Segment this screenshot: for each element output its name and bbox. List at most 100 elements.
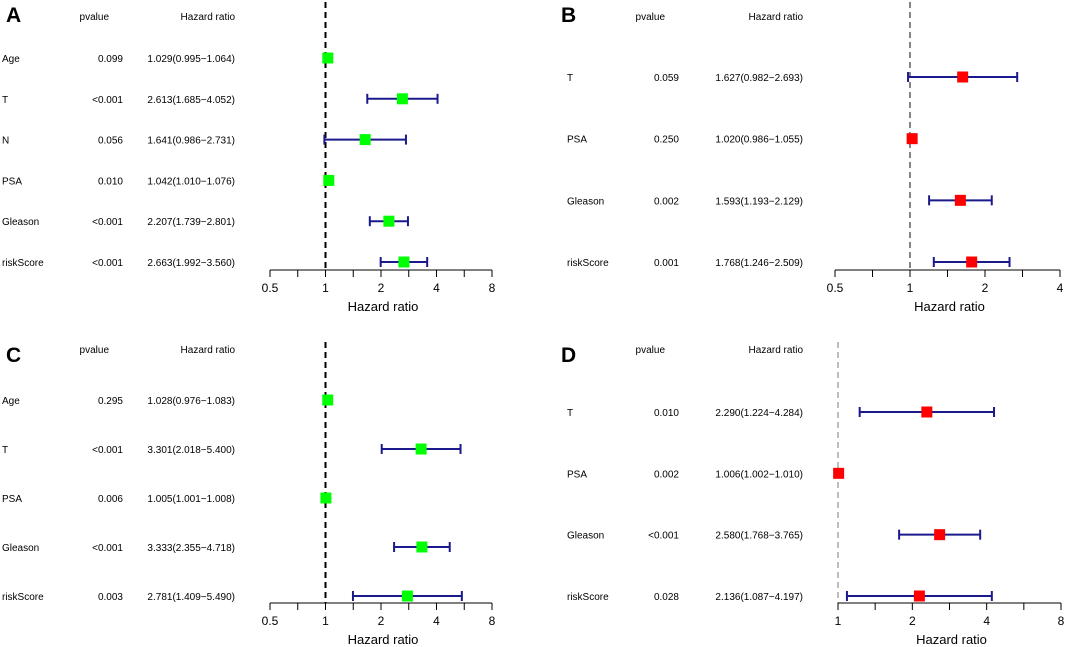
x-axis-label: Hazard ratio [916, 632, 987, 647]
variable-label: Gleason [2, 543, 39, 554]
hazard-ratio-marker [913, 590, 925, 602]
pvalue-cell: <0.001 [92, 258, 123, 269]
pvalue-cell: 0.001 [654, 258, 679, 269]
x-tick-label: 4 [433, 281, 440, 295]
hazard-ratio-marker [398, 256, 410, 268]
hazard-ratio-marker [957, 71, 969, 83]
variable-label: T [567, 73, 573, 84]
pvalue-cell: 0.002 [654, 469, 679, 480]
pvalue-cell: 0.006 [98, 494, 123, 505]
panel-label: C [6, 344, 21, 367]
x-axis-label: Hazard ratio [348, 632, 419, 647]
hazard-ratio-marker [323, 174, 335, 186]
hazard-ratio-marker [416, 541, 428, 553]
variable-label: riskScore [567, 258, 609, 269]
variable-label: PSA [567, 135, 587, 146]
hazard-ratio-marker [383, 215, 395, 227]
pvalue-cell: 0.099 [98, 54, 123, 65]
pvalue-cell: <0.001 [92, 95, 123, 106]
pvalue-header: pvalue [80, 12, 110, 23]
hazard-ratio-marker [401, 590, 413, 602]
variable-label: T [2, 445, 8, 456]
hazard-ratio-cell: 2.136(1.087−4.197) [715, 592, 803, 603]
variable-label: N [2, 136, 9, 147]
hazard-ratio-cell: 1.042(1.010−1.076) [147, 176, 235, 187]
hazard-ratio-cell: 2.580(1.768−3.765) [715, 531, 803, 542]
variable-label: riskScore [567, 592, 609, 603]
x-tick-label: 1 [907, 281, 914, 295]
hazard-ratio-cell: 1.028(0.976−1.083) [147, 396, 235, 407]
panel-label: B [561, 4, 576, 27]
hazard-ratio-marker [934, 529, 946, 541]
hazard-ratio-header: Hazard ratio [181, 345, 236, 356]
hazard-ratio-marker [320, 492, 332, 504]
x-tick-label: 8 [489, 281, 496, 295]
hazard-ratio-marker [322, 52, 334, 64]
hazard-ratio-cell: 1.006(1.002−1.010) [715, 469, 803, 480]
hazard-ratio-marker [921, 406, 933, 418]
pvalue-cell: 0.003 [98, 592, 123, 603]
pvalue-cell: <0.001 [648, 531, 679, 542]
variable-label: riskScore [2, 258, 44, 269]
pvalue-cell: 0.002 [654, 196, 679, 207]
hazard-ratio-marker [966, 256, 978, 268]
hazard-ratio-cell: 1.593(1.193−2.129) [715, 196, 803, 207]
pvalue-cell: <0.001 [92, 543, 123, 554]
x-tick-label: 2 [378, 281, 385, 295]
hazard-ratio-header: Hazard ratio [749, 345, 804, 356]
pvalue-cell: 0.059 [654, 73, 679, 84]
x-tick-label: 8 [489, 614, 496, 628]
x-tick-label: 0.5 [827, 281, 844, 295]
hazard-ratio-cell: 1.005(1.001−1.008) [147, 494, 235, 505]
variable-label: Age [2, 396, 20, 407]
x-axis-label: Hazard ratio [914, 299, 985, 314]
x-tick-label: 2 [378, 614, 385, 628]
x-tick-label: 2 [909, 614, 916, 628]
hazard-ratio-marker [415, 443, 427, 455]
x-tick-label: 1 [835, 614, 842, 628]
pvalue-cell: <0.001 [92, 445, 123, 456]
panel-label: A [6, 4, 21, 27]
hazard-ratio-cell: 2.663(1.992−3.560) [147, 258, 235, 269]
variable-label: PSA [2, 494, 22, 505]
hazard-ratio-cell: 1.020(0.986−1.055) [715, 135, 803, 146]
hazard-ratio-marker [906, 133, 918, 145]
hazard-ratio-cell: 1.029(0.995−1.064) [147, 54, 235, 65]
x-tick-label: 1 [322, 614, 329, 628]
hazard-ratio-cell: 1.768(1.246−2.509) [715, 258, 803, 269]
hazard-ratio-marker [396, 93, 408, 105]
x-axis-label: Hazard ratio [348, 299, 419, 314]
hazard-ratio-cell: 2.207(1.739−2.801) [147, 217, 235, 228]
hazard-ratio-cell: 1.627(0.982−2.693) [715, 73, 803, 84]
variable-label: Gleason [567, 531, 604, 542]
pvalue-cell: 0.028 [654, 592, 679, 603]
variable-label: T [567, 408, 573, 419]
hazard-ratio-marker [359, 134, 371, 146]
variable-label: Gleason [567, 196, 604, 207]
pvalue-cell: 0.295 [98, 396, 123, 407]
variable-label: Gleason [2, 217, 39, 228]
pvalue-header: pvalue [636, 345, 666, 356]
hazard-ratio-cell: 1.641(0.986−2.731) [147, 136, 235, 147]
pvalue-cell: 0.010 [98, 176, 123, 187]
pvalue-header: pvalue [80, 345, 110, 356]
hazard-ratio-header: Hazard ratio [181, 12, 236, 23]
variable-label: Age [2, 54, 20, 65]
variable-label: T [2, 95, 8, 106]
hazard-ratio-cell: 3.333(2.355−4.718) [147, 543, 235, 554]
x-tick-label: 0.5 [262, 281, 279, 295]
variable-label: PSA [2, 176, 22, 187]
panel-label: D [561, 344, 576, 367]
pvalue-cell: 0.056 [98, 136, 123, 147]
pvalue-cell: 0.250 [654, 135, 679, 146]
x-tick-label: 4 [1057, 281, 1064, 295]
pvalue-cell: 0.010 [654, 408, 679, 419]
x-tick-label: 4 [433, 614, 440, 628]
x-tick-label: 8 [1058, 614, 1065, 628]
